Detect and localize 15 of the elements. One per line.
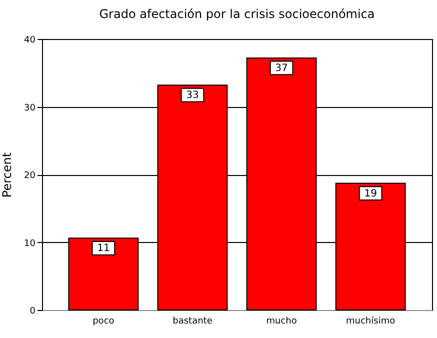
data-label: 19 xyxy=(364,188,377,200)
x-tick-label: poco xyxy=(92,316,115,326)
data-label: 11 xyxy=(97,243,110,254)
y-tick-label: 30 xyxy=(24,103,36,114)
x-tick-label: muchísimo xyxy=(346,316,396,326)
y-axis-title: Percent xyxy=(0,152,14,198)
y-tick-label: 10 xyxy=(24,238,36,249)
y-tick-label: 0 xyxy=(30,306,36,316)
x-tick-label: mucho xyxy=(266,316,298,326)
y-tick-label: 20 xyxy=(24,171,36,181)
y-tick-label: 40 xyxy=(24,36,36,46)
x-tick-label: bastante xyxy=(172,316,213,326)
data-label: 37 xyxy=(275,62,288,74)
data-label: 33 xyxy=(186,90,199,102)
chart-title: Grado afectación por la crisis socioeconómica xyxy=(99,7,375,21)
